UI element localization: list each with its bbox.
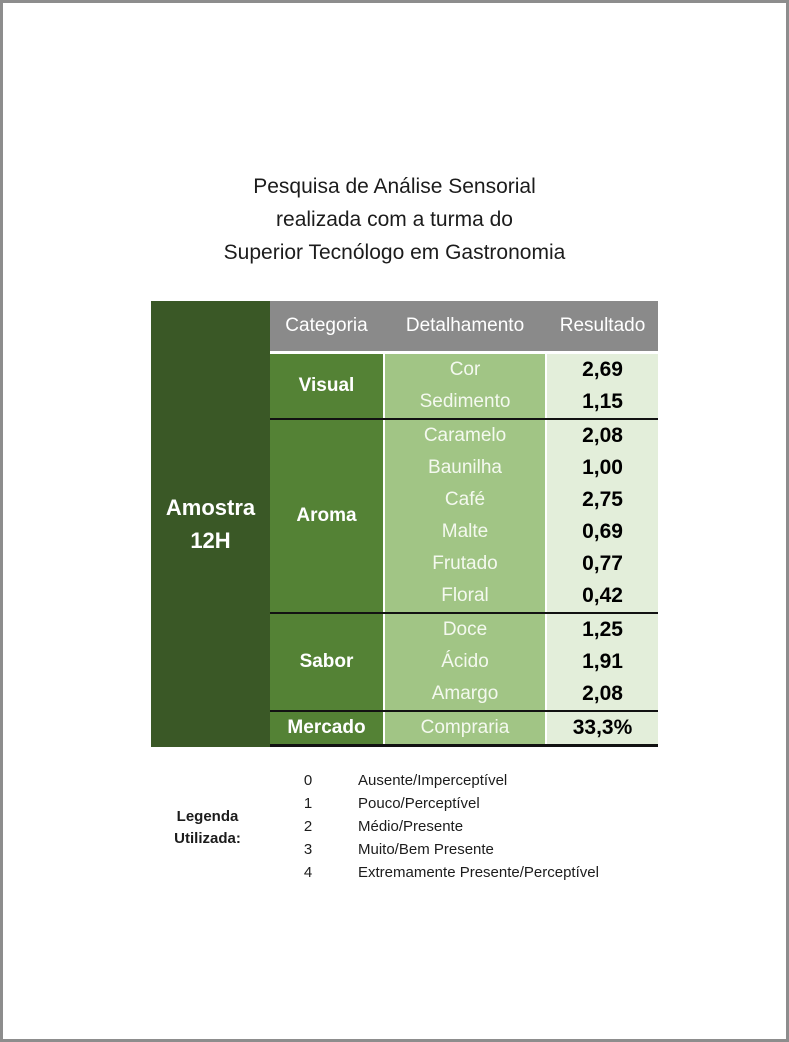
detail-cell: Compraria (383, 712, 547, 744)
legend-title-line: Utilizada: (174, 830, 241, 847)
result-cell: 1,25 (547, 614, 658, 646)
detail-cell: Amargo (383, 678, 547, 710)
legend-title: Legenda Utilizada: (150, 806, 265, 850)
legend-value: 4 (303, 864, 313, 881)
result-cell: 33,3% (547, 712, 658, 744)
detail-cell: Cor (383, 354, 547, 386)
detail-cell: Doce (383, 614, 547, 646)
result-cell: 2,08 (547, 678, 658, 710)
page-title: Pesquisa de Análise Sensorial realizada … (3, 170, 786, 269)
table-columns-area: Categoria Detalhamento Resultado Visual … (270, 301, 658, 747)
detail-cell: Floral (383, 580, 547, 612)
legend-title-line: Legenda (176, 808, 239, 825)
table-row: Malte 0,69 (383, 516, 658, 548)
legend-meaning: Médio/Presente (358, 818, 464, 835)
detail-cell: Sedimento (383, 386, 547, 418)
category-cell: Aroma (270, 420, 383, 612)
table-row: Cor 2,69 (383, 354, 658, 386)
table-section-visual: Visual Cor 2,69 Sedimento 1,15 (270, 354, 658, 418)
detail-cell: Caramelo (383, 420, 547, 452)
legend-meaning: Extremamente Presente/Perceptível (358, 864, 599, 881)
detail-cell: Frutado (383, 548, 547, 580)
legend-meaning: Muito/Bem Presente (358, 841, 494, 858)
sample-label-line: 12H (190, 528, 231, 553)
title-line: Pesquisa de Análise Sensorial (253, 175, 536, 198)
title-line: Superior Tecnólogo em Gastronomia (223, 241, 566, 264)
detail-cell: Ácido (383, 646, 547, 678)
table-row: Café 2,75 (383, 484, 658, 516)
sample-label-line: Amostra (165, 495, 256, 520)
legend-item: 0 Ausente/Imperceptível (296, 769, 599, 792)
table-section-sabor: Sabor Doce 1,25 Ácido 1,91 Amargo 2,08 (270, 612, 658, 710)
table-row: Caramelo 2,08 (383, 420, 658, 452)
table-row: Baunilha 1,00 (383, 452, 658, 484)
legend-value: 1 (303, 795, 313, 812)
legend-meaning: Pouco/Perceptível (358, 795, 480, 812)
result-cell: 2,69 (547, 354, 658, 386)
table-row: Compraria 33,3% (383, 712, 658, 744)
legend-meaning: Ausente/Imperceptível (358, 772, 508, 789)
sample-header-cell: Amostra 12H (151, 301, 270, 747)
column-header-categoria: Categoria (285, 315, 368, 336)
table-row: Floral 0,42 (383, 580, 658, 612)
result-cell: 0,77 (547, 548, 658, 580)
legend-item: 3 Muito/Bem Presente (296, 838, 599, 861)
table-section-mercado: Mercado Compraria 33,3% (270, 710, 658, 744)
result-cell: 1,91 (547, 646, 658, 678)
table-row: Doce 1,25 (383, 614, 658, 646)
detail-cell: Malte (383, 516, 547, 548)
column-header-detalhamento: Detalhamento (405, 315, 525, 336)
result-cell: 0,42 (547, 580, 658, 612)
legend-item: 1 Pouco/Perceptível (296, 792, 599, 815)
legend-list: 0 Ausente/Imperceptível 1 Pouco/Perceptí… (296, 769, 599, 884)
legend-value: 2 (303, 818, 313, 835)
category-cell: Visual (270, 354, 383, 418)
detail-cell: Baunilha (383, 452, 547, 484)
section-rows: Compraria 33,3% (383, 712, 658, 744)
legend-item: 2 Médio/Presente (296, 815, 599, 838)
legend-value: 0 (303, 772, 313, 789)
table-section-aroma: Aroma Caramelo 2,08 Baunilha 1,00 Café 2… (270, 418, 658, 612)
result-cell: 1,00 (547, 452, 658, 484)
table-row: Frutado 0,77 (383, 548, 658, 580)
legend-item: 4 Extremamente Presente/Perceptível (296, 861, 599, 884)
category-cell: Sabor (270, 614, 383, 710)
section-rows: Doce 1,25 Ácido 1,91 Amargo 2,08 (383, 614, 658, 710)
category-cell: Mercado (270, 712, 383, 744)
table-row: Amargo 2,08 (383, 678, 658, 710)
sensory-analysis-table: Amostra 12H Categoria Detalhamento Resul… (151, 301, 658, 747)
column-header-resultado: Resultado (559, 315, 646, 336)
result-cell: 1,15 (547, 386, 658, 418)
legend-value: 3 (303, 841, 313, 858)
result-cell: 0,69 (547, 516, 658, 548)
section-rows: Caramelo 2,08 Baunilha 1,00 Café 2,75 Ma… (383, 420, 658, 612)
table-row: Sedimento 1,15 (383, 386, 658, 418)
detail-cell: Café (383, 484, 547, 516)
result-cell: 2,75 (547, 484, 658, 516)
table-header-row: Categoria Detalhamento Resultado (270, 301, 658, 351)
section-rows: Cor 2,69 Sedimento 1,15 (383, 354, 658, 418)
result-cell: 2,08 (547, 420, 658, 452)
title-line: realizada com a turma do (276, 208, 513, 231)
table-row: Ácido 1,91 (383, 646, 658, 678)
